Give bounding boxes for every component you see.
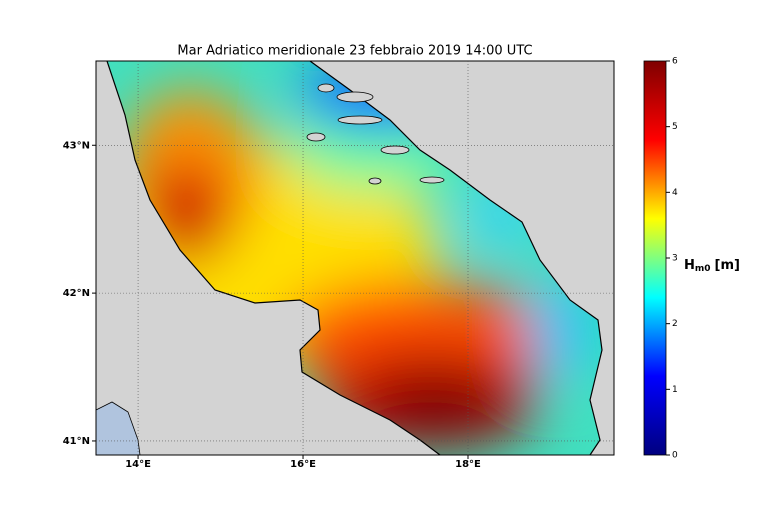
- y-tick-label: 42°N: [63, 288, 90, 299]
- x-tick-label: 14°E: [125, 459, 151, 470]
- y-tick-label: 43°N: [63, 140, 90, 151]
- map-title: Mar Adriatico meridionale 23 febbraio 20…: [177, 44, 532, 59]
- x-tick-label: 18°E: [455, 459, 481, 470]
- colorbar-tick-label: 2: [672, 319, 678, 329]
- colorbar: [643, 60, 667, 456]
- label-symbol: H: [684, 258, 695, 273]
- colorbar-tick-label: 5: [672, 122, 678, 132]
- islands: [306, 83, 445, 185]
- colorbar-tick-label: 1: [672, 385, 678, 395]
- label-subscript: m0: [695, 264, 711, 274]
- colorbar-tick-label: 0: [672, 451, 678, 461]
- label-unit: [m]: [715, 258, 740, 273]
- colorbar-label: Hm0 [m]: [684, 258, 740, 274]
- x-tick-label: 16°E: [290, 459, 316, 470]
- colorbar-tick-label: 3: [672, 254, 678, 264]
- coastline: [106, 60, 603, 456]
- colorbar-tick-label: 4: [672, 188, 678, 198]
- y-tick-label: 41°N: [63, 436, 90, 447]
- colorbar-tick-label: 6: [672, 57, 678, 67]
- map-frame: [95, 60, 615, 456]
